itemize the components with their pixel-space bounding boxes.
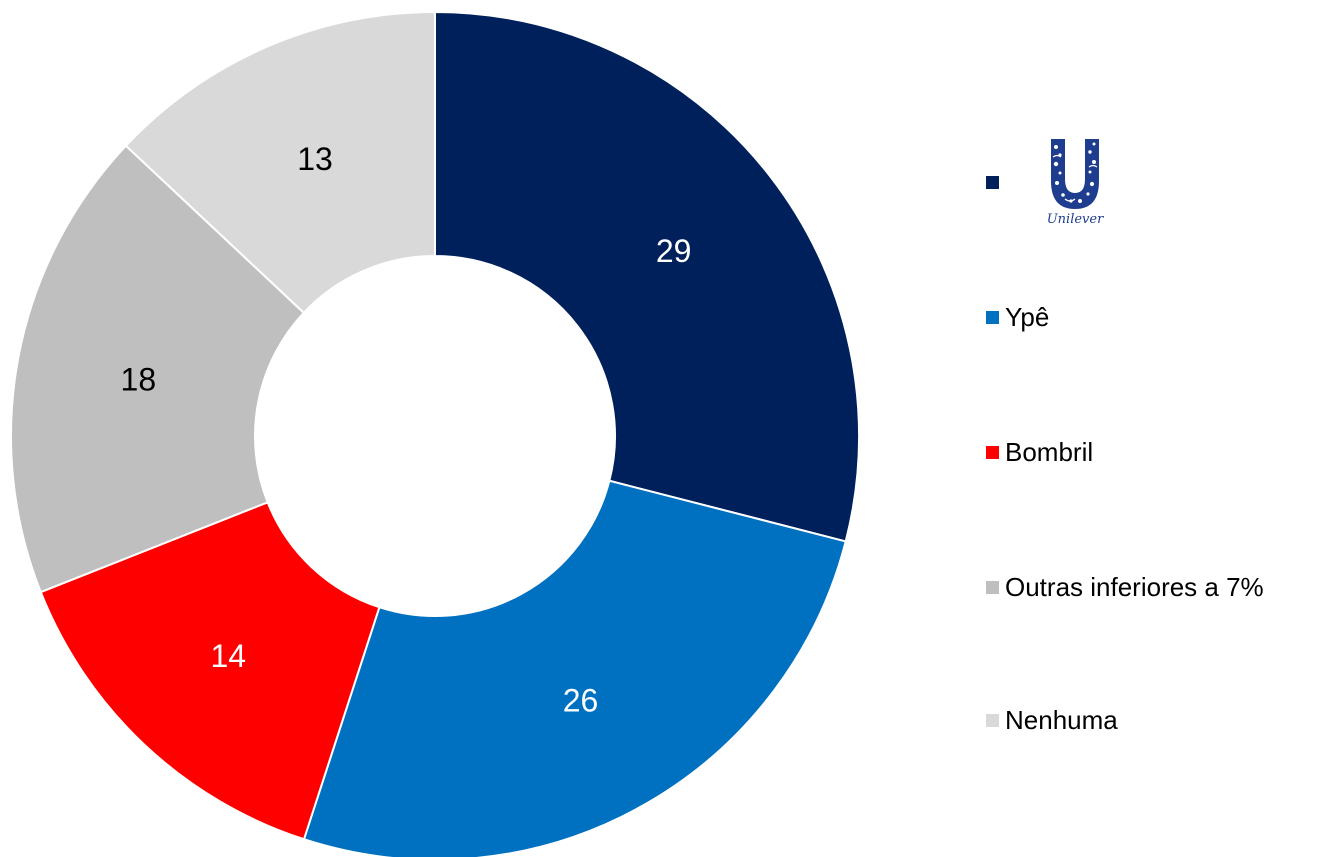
legend-item-nenhuma: Nenhuma [986, 700, 1118, 740]
donut-slice [434, 10, 860, 543]
legend-item-unilever: Unilever [986, 139, 1115, 227]
legend-label: Ypê [1005, 301, 1050, 332]
data-label: 26 [563, 683, 599, 719]
legend-swatch [986, 580, 999, 594]
data-label: 18 [121, 361, 157, 397]
slices-group [10, 10, 860, 857]
legend-label: Bombril [1005, 436, 1094, 467]
donut-slice [124, 10, 436, 315]
donut-slice [302, 479, 847, 857]
legend-item-outras: Outras inferiores a 7% [986, 567, 1264, 607]
legend-label: Nenhuma [1005, 704, 1118, 735]
legend-swatch [986, 713, 999, 727]
data-label: 13 [297, 141, 333, 177]
data-labels-group: 29 26 14 18 13 [121, 141, 692, 719]
legend-item-ype: Ypê [986, 297, 1049, 337]
legend-swatch [986, 445, 999, 459]
legend-swatch [986, 310, 999, 324]
donut-slice [10, 144, 306, 594]
unilever-logo-text: Unilever [1047, 212, 1104, 227]
unilever-logo-icon: Unilever [1047, 139, 1104, 227]
data-label: 29 [656, 233, 692, 269]
data-label: 14 [210, 638, 246, 674]
legend-label: Outras inferiores a 7% [1005, 571, 1264, 602]
legend-item-bombril: Bombril [986, 432, 1093, 472]
legend-swatch [986, 175, 999, 189]
donut-slice [39, 500, 381, 841]
